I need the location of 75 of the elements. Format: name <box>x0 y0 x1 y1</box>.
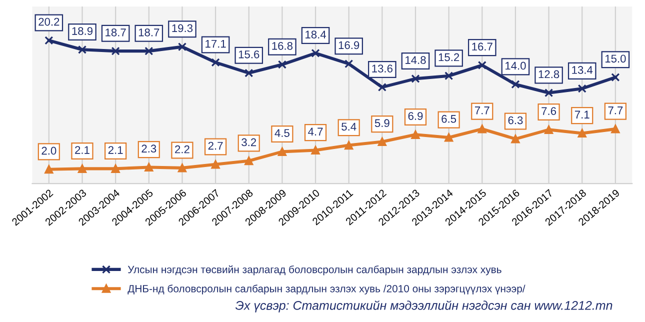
data-label: 4.5 <box>274 129 290 137</box>
point <box>544 125 554 134</box>
point <box>344 140 354 150</box>
point <box>244 156 254 166</box>
point <box>111 46 120 56</box>
data-label: 18.7 <box>138 28 160 36</box>
text: Эх үсвэр: Статистикийн мэдээллийн нэгдсэн сан www.1212.mn <box>235 300 612 312</box>
point <box>511 134 520 144</box>
data-label: 5.4 <box>342 122 356 131</box>
point <box>211 160 220 169</box>
data-label: 16.8 <box>272 42 293 50</box>
data-label: 4.7 <box>308 128 323 136</box>
point <box>278 147 286 156</box>
point <box>544 88 554 98</box>
point <box>144 162 154 172</box>
point <box>444 72 454 80</box>
point <box>311 146 320 155</box>
data-label: 7.7 <box>608 106 623 114</box>
point <box>44 165 54 174</box>
data-label: 18.9 <box>72 27 93 35</box>
point <box>411 130 420 139</box>
data-label: 20.2 <box>38 18 60 26</box>
point <box>178 164 187 172</box>
point <box>78 45 87 54</box>
point <box>378 137 386 146</box>
point <box>211 58 220 67</box>
point <box>611 124 620 134</box>
point <box>611 72 620 82</box>
data-label: 12.8 <box>538 70 560 78</box>
point <box>278 60 286 69</box>
data-label: 6.3 <box>508 116 523 124</box>
data-label: 7.6 <box>542 107 556 116</box>
data-label: 17.1 <box>206 40 226 48</box>
point <box>144 46 154 56</box>
point <box>244 68 254 78</box>
data-label: 14.0 <box>506 62 526 70</box>
data-label: 14.8 <box>406 56 426 64</box>
data-label: 6.5 <box>442 114 456 123</box>
point <box>411 74 420 84</box>
data-label: 19.3 <box>172 24 193 32</box>
point <box>78 164 87 173</box>
legend-label: Улсын нэгдсэн төсвийн зарлагад боловсролын салбарын зардлын эзлэх хувь <box>128 265 502 276</box>
data-label: 7.1 <box>574 110 590 118</box>
data-label: 15.2 <box>438 53 460 62</box>
data-label: 2.1 <box>75 146 90 154</box>
point <box>578 84 586 93</box>
point <box>311 48 320 58</box>
point <box>444 133 454 142</box>
data-label: 3.2 <box>242 138 256 146</box>
data-label: 15.0 <box>605 54 626 63</box>
data-label: 13.4 <box>572 66 593 74</box>
point <box>111 164 120 173</box>
point <box>478 124 486 134</box>
point <box>378 82 386 92</box>
data-label: 5.9 <box>374 119 390 128</box>
point <box>44 36 54 45</box>
point <box>478 60 486 70</box>
data-label: 2.3 <box>142 144 156 153</box>
data-label: 13.6 <box>372 64 392 72</box>
data-label: 16.7 <box>472 42 492 51</box>
data-label: 2.7 <box>208 142 223 150</box>
data-label: 18.7 <box>106 28 126 36</box>
data-label: 2.1 <box>108 146 123 154</box>
data-label: 6.9 <box>408 112 423 120</box>
point <box>578 128 586 138</box>
data-label: 2.0 <box>42 146 56 155</box>
legend-label: ДНБ-нд боловсролын салбарын зардлын эзлэх хувь /2010 оны зэрэгцүүлэх үнээр/ <box>128 284 526 294</box>
data-label: 2.2 <box>175 145 190 154</box>
point <box>344 60 354 68</box>
data-label: 18.4 <box>306 30 326 38</box>
data-label: 16.9 <box>338 41 360 50</box>
data-label: 15.6 <box>238 50 260 58</box>
point <box>511 80 520 89</box>
point <box>178 42 187 52</box>
data-label: 7.7 <box>474 106 490 114</box>
